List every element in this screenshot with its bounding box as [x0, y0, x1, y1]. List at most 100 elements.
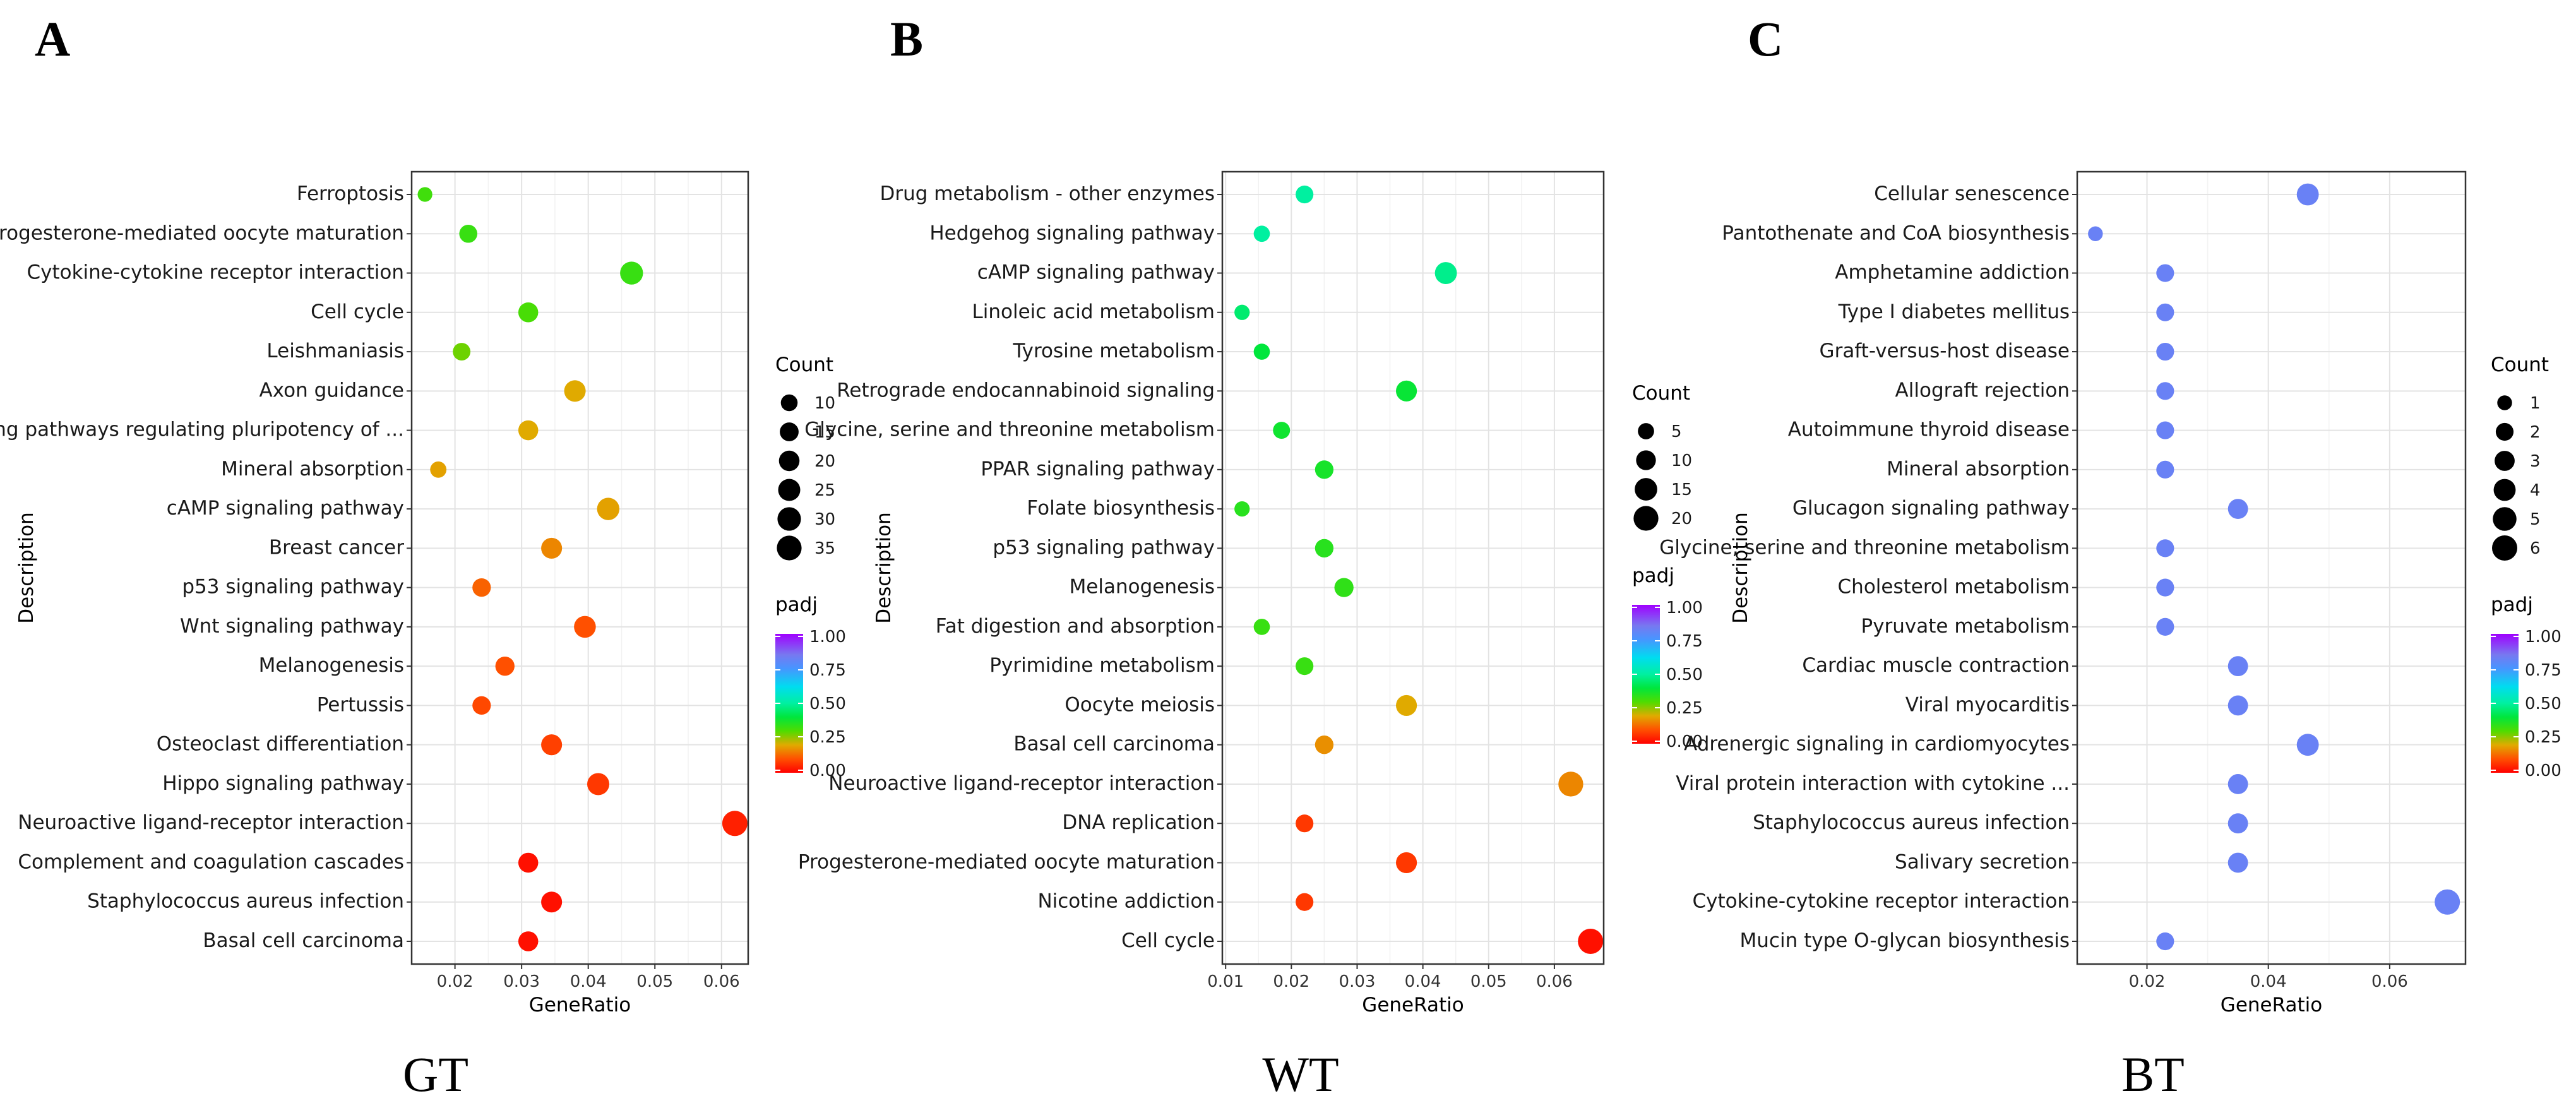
panel-letter: C — [1748, 11, 1783, 66]
color-bar-label: 0.00 — [1666, 732, 1703, 751]
y-tick-label: Hedgehog signaling pathway — [929, 222, 1215, 244]
y-tick-label: Cytokine-cytokine receptor interaction — [27, 261, 404, 284]
size-legend-label: 35 — [814, 539, 835, 558]
data-point — [430, 461, 447, 478]
size-legend-title: Count — [2491, 354, 2549, 376]
y-tick-label: Staphylococcus aureus infection — [1753, 811, 2070, 834]
color-legend-title: padj — [1632, 564, 1674, 587]
data-point — [1396, 380, 1417, 402]
y-tick-label: Pertussis — [317, 693, 404, 716]
data-point — [2156, 342, 2174, 361]
y-tick-label: cAMP signaling pathway — [977, 261, 1215, 284]
y-tick-label: Mineral absorption — [221, 458, 404, 480]
y-tick-label: DNA replication — [1062, 811, 1215, 834]
data-point — [1315, 736, 1334, 754]
x-tick-label: 0.04 — [2250, 972, 2287, 991]
data-point — [1234, 304, 1250, 320]
y-tick-label: Progesterone-mediated oocyte maturation — [798, 850, 1215, 873]
panel-letter: A — [35, 11, 70, 66]
data-point — [1315, 460, 1334, 479]
y-tick-label: Mucin type O-glycan biosynthesis — [1740, 929, 2070, 952]
data-point — [518, 852, 539, 873]
y-tick-label: Tyrosine metabolism — [1013, 340, 1215, 362]
size-legend-key — [778, 450, 800, 472]
plot-area — [1222, 172, 1604, 964]
y-tick-label: Wnt signaling pathway — [180, 615, 404, 638]
y-tick-label: Adrenergic signaling in cardiomyocytes — [1684, 733, 2070, 756]
color-bar-label: 0.75 — [1666, 632, 1703, 651]
size-legend-key — [2495, 422, 2514, 441]
y-tick-label: Glycine, serine and threonine metabolism — [1659, 536, 2070, 559]
data-point — [453, 343, 471, 361]
size-legend-key — [2493, 479, 2516, 501]
y-tick-label: Breast cancer — [269, 536, 404, 559]
y-tick-label: Pyruvate metabolism — [1861, 615, 2070, 638]
y-tick-label: Cytokine-cytokine receptor interaction — [1692, 890, 2070, 913]
data-point — [2156, 303, 2174, 321]
data-point — [2227, 774, 2248, 794]
size-legend-key — [777, 535, 802, 561]
y-tick-label: Oocyte meiosis — [1064, 693, 1215, 716]
data-point — [541, 734, 563, 756]
y-tick-label: p53 signaling pathway — [993, 536, 1215, 559]
size-legend-label: 5 — [2530, 510, 2541, 529]
data-point — [2156, 421, 2174, 439]
y-tick-label: Type I diabetes mellitus — [1838, 301, 2070, 323]
data-point — [620, 261, 643, 285]
data-point — [574, 616, 596, 638]
color-bar-label: 0.50 — [1666, 665, 1703, 684]
data-point — [1253, 343, 1270, 360]
data-point — [1396, 852, 1417, 874]
data-point — [2227, 852, 2248, 873]
color-bar-label: 1.00 — [2525, 628, 2561, 646]
data-point — [722, 811, 748, 837]
plot-frame — [410, 170, 749, 965]
y-tick-label: Basal cell carcinoma — [1013, 733, 1215, 756]
data-point — [518, 302, 539, 323]
size-legend-label: 4 — [2530, 481, 2541, 500]
y-tick-label: Allograft rejection — [1895, 379, 2070, 402]
panel-c: C BT 0.02 0.04 0.06 Cellular senescence Pantot… — [1659, 11, 2561, 1102]
data-point — [2227, 695, 2248, 716]
data-point — [1558, 771, 1583, 797]
y-tick-label: Mineral absorption — [1887, 458, 2070, 480]
y-tick-label: Neuroactive ligand-receptor interaction — [18, 811, 404, 834]
data-point — [2435, 889, 2460, 915]
color-bar-label: 0.75 — [809, 661, 846, 680]
y-tick-label: Melanogenesis — [259, 654, 404, 677]
data-point — [2088, 226, 2103, 241]
data-point — [1578, 929, 1604, 954]
data-point — [564, 380, 586, 402]
x-tick-label: 0.03 — [503, 972, 540, 991]
data-point — [1253, 225, 1270, 242]
size-legend-label: 2 — [2530, 423, 2541, 442]
size-legend-key — [2495, 451, 2515, 471]
data-point — [495, 656, 515, 676]
y-tick-label: p53 signaling pathway — [182, 576, 404, 599]
y-tick-label: Nicotine addiction — [1037, 890, 1215, 913]
size-legend-label: 20 — [1671, 509, 1692, 528]
y-axis-title: Description — [1729, 512, 1752, 624]
data-point — [2156, 460, 2174, 479]
y-tick-label: Folate biosynthesis — [1027, 497, 1215, 520]
data-point — [541, 891, 563, 913]
x-axis-title: GeneRatio — [529, 994, 631, 1016]
x-tick-label: 0.02 — [1273, 972, 1309, 991]
x-tick-label: 0.05 — [636, 972, 673, 991]
size-legend-key — [778, 479, 801, 501]
plot-frame — [2076, 170, 2467, 965]
x-tick-label: 0.02 — [437, 972, 474, 991]
data-point — [2156, 932, 2174, 951]
size-legend-label: 25 — [814, 481, 835, 500]
data-point — [587, 773, 610, 795]
data-point — [597, 497, 620, 520]
data-point — [518, 420, 539, 441]
plot-frame — [1221, 170, 1605, 965]
x-tick-label: 0.01 — [1207, 972, 1244, 991]
size-legend-key — [2493, 507, 2517, 531]
data-point — [1273, 422, 1291, 439]
data-point — [1296, 185, 1314, 204]
data-point — [518, 931, 539, 951]
x-tick-label: 0.04 — [1405, 972, 1441, 991]
size-legend-title: Count — [775, 354, 833, 376]
